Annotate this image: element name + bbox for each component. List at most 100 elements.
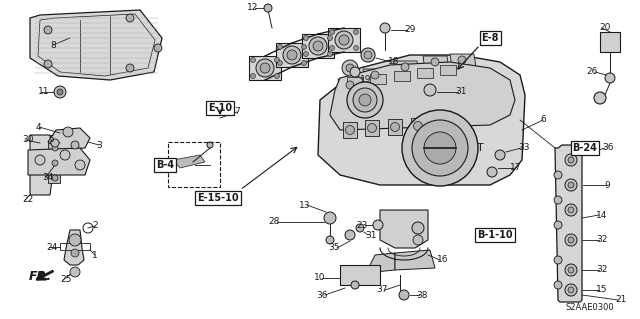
Circle shape [350,67,360,77]
Circle shape [554,281,562,289]
Text: 22: 22 [22,196,33,204]
Text: E-10: E-10 [208,103,232,113]
Text: 13: 13 [298,201,310,210]
Text: T: T [477,143,483,153]
Text: 31: 31 [365,231,376,240]
Text: 36: 36 [602,144,614,152]
Circle shape [278,44,282,49]
Polygon shape [370,74,386,84]
Circle shape [328,35,333,41]
Text: 9: 9 [604,181,610,189]
Text: 35: 35 [328,243,340,253]
Circle shape [373,220,383,230]
Circle shape [367,123,376,132]
Polygon shape [370,253,395,272]
Text: 25: 25 [60,276,72,285]
Polygon shape [555,145,582,302]
Text: S2AAE0300: S2AAE0300 [566,303,614,313]
Text: 1: 1 [92,250,98,259]
Circle shape [605,73,615,83]
Text: 8: 8 [50,41,56,49]
Text: 38: 38 [416,291,428,300]
Circle shape [594,92,606,104]
Circle shape [565,154,577,166]
Circle shape [412,222,424,234]
Text: 28: 28 [269,218,280,226]
Circle shape [264,4,272,12]
Text: B-24: B-24 [573,143,597,153]
Polygon shape [249,56,281,80]
Circle shape [250,57,255,63]
Polygon shape [395,250,435,270]
Text: 3: 3 [96,140,102,150]
Circle shape [330,29,335,34]
Polygon shape [340,265,380,285]
Text: 5: 5 [48,136,54,145]
Text: FR.: FR. [28,270,52,283]
Circle shape [313,41,323,51]
Circle shape [361,48,375,62]
Circle shape [283,46,301,64]
Circle shape [380,23,390,33]
Circle shape [63,127,73,137]
Circle shape [52,145,58,151]
Polygon shape [48,143,60,153]
Circle shape [44,60,52,68]
Circle shape [57,89,63,95]
Text: 14: 14 [596,211,607,219]
Circle shape [278,61,282,65]
Text: 32: 32 [596,265,607,275]
Circle shape [495,150,505,160]
Circle shape [431,58,439,66]
Polygon shape [328,28,360,52]
Text: 17: 17 [510,164,522,173]
Text: E-8: E-8 [481,33,499,43]
Circle shape [487,167,497,177]
Text: 7: 7 [234,108,240,116]
Text: 31: 31 [455,87,467,97]
Polygon shape [450,54,476,68]
Text: 6: 6 [540,115,546,124]
Text: 36: 36 [317,291,328,300]
Circle shape [353,88,377,112]
Circle shape [568,267,574,273]
Polygon shape [411,118,425,134]
Circle shape [324,212,336,224]
Circle shape [353,46,358,50]
Polygon shape [30,135,52,195]
Circle shape [424,84,436,96]
Text: 37: 37 [376,286,388,294]
Text: 23: 23 [356,220,368,229]
Circle shape [126,64,134,72]
Circle shape [326,236,334,244]
Polygon shape [380,210,428,248]
Text: 20: 20 [599,24,611,33]
Polygon shape [363,69,389,83]
Circle shape [303,51,308,56]
Polygon shape [423,56,449,70]
Circle shape [339,35,349,45]
Circle shape [568,182,574,188]
Text: 18: 18 [388,57,399,66]
Polygon shape [347,77,363,87]
Circle shape [75,160,85,170]
Circle shape [303,35,308,41]
Circle shape [568,207,574,213]
Polygon shape [276,43,308,67]
Text: 29: 29 [404,26,415,34]
Circle shape [52,160,58,166]
Polygon shape [318,55,525,185]
Circle shape [69,234,81,246]
Polygon shape [48,128,90,150]
Circle shape [412,120,468,176]
Polygon shape [394,71,410,81]
Text: 12: 12 [246,4,258,12]
Circle shape [554,171,562,179]
Text: 4: 4 [36,122,42,131]
Circle shape [356,224,364,232]
Polygon shape [417,68,433,78]
Circle shape [554,196,562,204]
Circle shape [250,73,255,78]
Polygon shape [433,118,447,134]
Polygon shape [365,120,379,136]
